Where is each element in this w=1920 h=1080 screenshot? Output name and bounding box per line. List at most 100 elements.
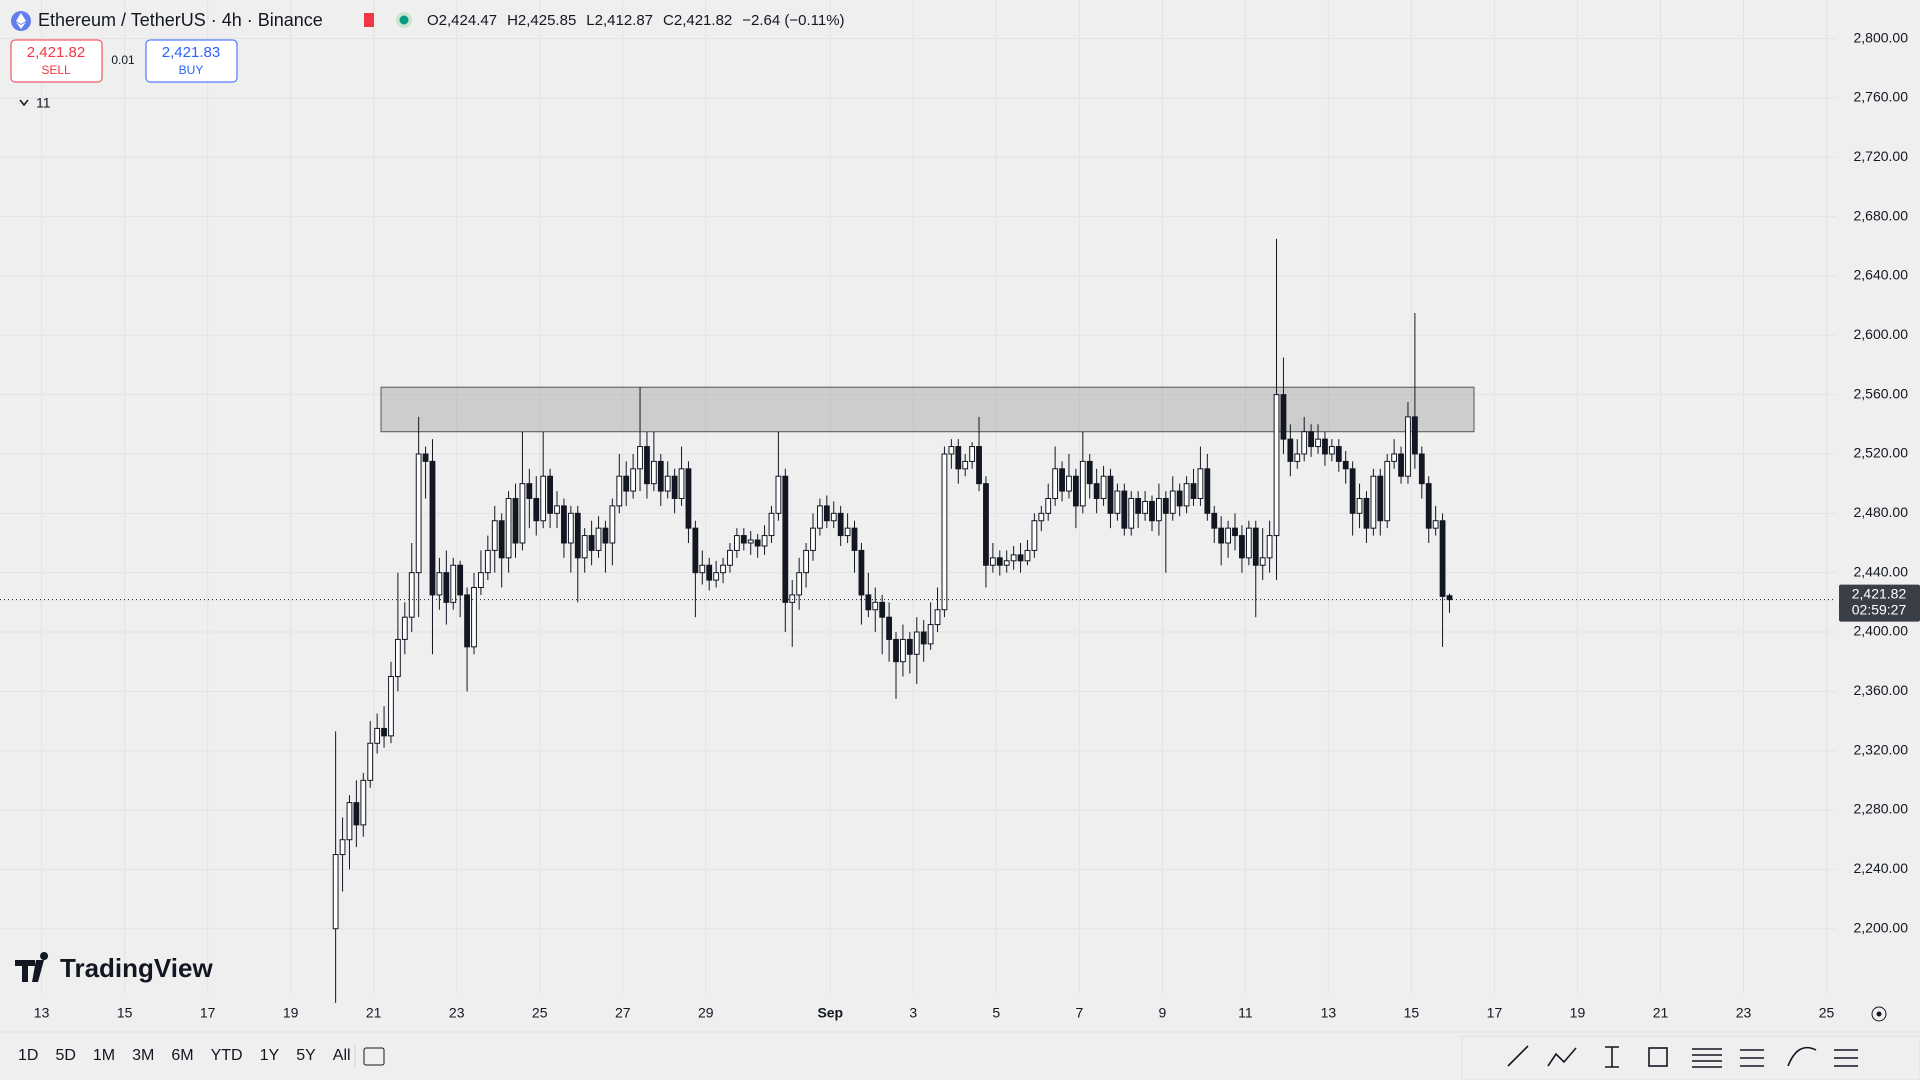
y-tick-label: 2,320.00 bbox=[1854, 741, 1909, 757]
fib-tool[interactable] bbox=[1692, 1048, 1722, 1068]
candle-body bbox=[720, 564, 726, 574]
candle-body bbox=[1273, 394, 1280, 537]
x-tick-label: 15 bbox=[1404, 1005, 1420, 1021]
candle-body bbox=[900, 638, 906, 663]
candle-body bbox=[692, 527, 699, 574]
candle-body bbox=[498, 520, 505, 559]
range-button[interactable]: 5Y bbox=[296, 1047, 316, 1064]
candle-body bbox=[367, 742, 374, 781]
candle-body bbox=[429, 460, 436, 596]
x-tick-label: 19 bbox=[283, 1005, 299, 1021]
candle-body bbox=[1322, 438, 1328, 455]
candle-body bbox=[775, 475, 782, 514]
candle-body bbox=[1107, 475, 1114, 514]
candle-body bbox=[381, 727, 387, 737]
candle-body bbox=[962, 460, 969, 470]
candle-body bbox=[747, 539, 754, 544]
position-tool[interactable] bbox=[1740, 1049, 1764, 1067]
candle-body bbox=[1266, 535, 1273, 559]
candle-body bbox=[360, 779, 367, 826]
symbol-title[interactable]: Ethereum / TetherUS · 4h · Binance bbox=[38, 10, 323, 30]
y-tick-label: 2,440.00 bbox=[1854, 563, 1909, 579]
y-tick-label: 2,560.00 bbox=[1854, 385, 1909, 401]
settings-icon[interactable] bbox=[1871, 1006, 1887, 1022]
range-button[interactable]: 1M bbox=[93, 1047, 115, 1064]
x-tick-label: 13 bbox=[1321, 1005, 1337, 1021]
candle-body bbox=[1398, 453, 1404, 477]
resistance-zone bbox=[380, 386, 1475, 433]
candle-body bbox=[457, 564, 464, 596]
candle-body bbox=[374, 727, 381, 744]
candle-body bbox=[1335, 446, 1342, 462]
candle-body bbox=[547, 475, 553, 514]
candle-body bbox=[471, 586, 477, 648]
candle-body bbox=[685, 468, 692, 529]
y-tick-label: 2,680.00 bbox=[1854, 207, 1909, 223]
x-tick-label: 21 bbox=[1653, 1005, 1669, 1021]
last-price-label: 2,421.82 bbox=[1852, 585, 1907, 601]
y-tick-label: 2,640.00 bbox=[1854, 267, 1909, 283]
candle-body bbox=[1363, 497, 1370, 529]
candle-body bbox=[1162, 497, 1169, 514]
x-tick-label: 17 bbox=[200, 1005, 216, 1021]
candle-body bbox=[1252, 527, 1259, 566]
path-tool[interactable] bbox=[1547, 1047, 1577, 1067]
candle-body bbox=[484, 549, 491, 574]
candle-body bbox=[1259, 557, 1266, 566]
candle-body bbox=[1135, 497, 1142, 514]
x-tick-label: 7 bbox=[1075, 1005, 1083, 1021]
sell-button[interactable] bbox=[10, 39, 103, 83]
candle-body bbox=[644, 446, 650, 485]
x-tick-label: 23 bbox=[449, 1005, 465, 1021]
ohlc-value: L2,412.87 bbox=[586, 12, 653, 29]
candle-body bbox=[526, 483, 533, 499]
x-tick-label: 29 bbox=[698, 1005, 714, 1021]
candle-body bbox=[491, 520, 498, 551]
candle-body bbox=[948, 446, 955, 455]
brush-tool[interactable] bbox=[1787, 1046, 1817, 1067]
range-button[interactable]: 5D bbox=[55, 1047, 75, 1064]
ohlc-value: H2,425.85 bbox=[507, 12, 576, 29]
candle-body bbox=[920, 631, 927, 645]
eth-glyph bbox=[16, 13, 26, 29]
y-tick-label: 2,400.00 bbox=[1854, 623, 1909, 639]
x-tick-label: 9 bbox=[1158, 1005, 1166, 1021]
collapse-chevron[interactable] bbox=[19, 99, 29, 107]
x-tick-label: 5 bbox=[992, 1005, 1000, 1021]
candle-body bbox=[989, 557, 996, 566]
candle-body bbox=[1232, 527, 1238, 537]
candle-body bbox=[733, 535, 740, 551]
candle-body bbox=[754, 539, 761, 547]
range-button[interactable]: 1Y bbox=[260, 1047, 280, 1064]
candle-body bbox=[1328, 446, 1335, 455]
candle-body bbox=[1003, 560, 1010, 566]
trend-line-tool[interactable] bbox=[1507, 1045, 1529, 1067]
indicator-count[interactable]: 11 bbox=[36, 95, 51, 111]
pattern-tool[interactable] bbox=[1834, 1049, 1858, 1067]
candle-body bbox=[976, 446, 982, 485]
range-button[interactable]: 3M bbox=[132, 1047, 154, 1064]
candle-body bbox=[858, 549, 865, 596]
rectangle-tool[interactable] bbox=[1648, 1047, 1668, 1067]
candle-body bbox=[1411, 416, 1418, 455]
range-button[interactable]: YTD bbox=[211, 1047, 243, 1064]
candle-body bbox=[1370, 475, 1377, 529]
x-tick-label: 27 bbox=[615, 1005, 631, 1021]
candle-body bbox=[602, 527, 609, 544]
measure-tool[interactable] bbox=[1605, 1046, 1619, 1068]
range-button[interactable]: 1D bbox=[18, 1047, 38, 1064]
date-range-icon[interactable] bbox=[363, 1047, 385, 1066]
buy-button[interactable] bbox=[145, 39, 238, 83]
candle-body bbox=[415, 453, 422, 574]
range-button[interactable]: All bbox=[333, 1047, 351, 1064]
candle-body bbox=[664, 475, 671, 492]
flag-icon[interactable] bbox=[364, 13, 374, 27]
candle-body bbox=[1149, 500, 1155, 522]
candle-body bbox=[1239, 535, 1245, 559]
range-button[interactable]: 6M bbox=[171, 1047, 193, 1064]
candle-body bbox=[1349, 468, 1356, 514]
x-tick-label: 11 bbox=[1238, 1005, 1253, 1021]
candle-body bbox=[657, 460, 664, 492]
